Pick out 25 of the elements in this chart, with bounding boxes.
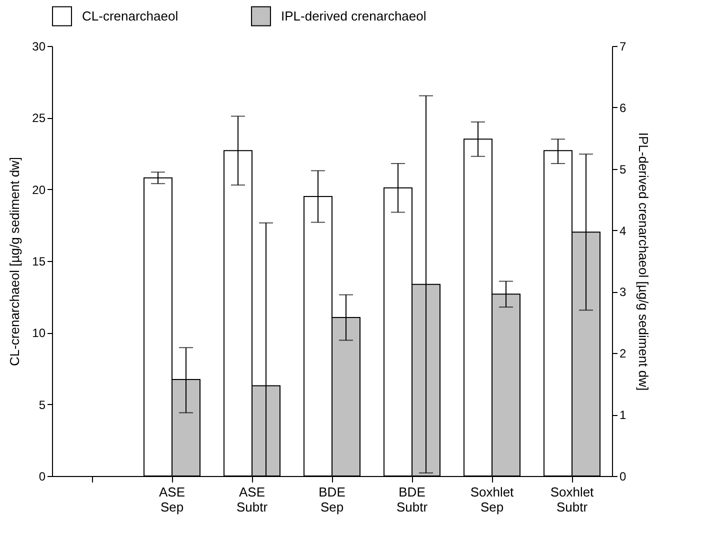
y2-tick-label: 1: [620, 408, 626, 422]
y2-axis-title: IPL-derived crenarchaeol [µg/g sediment dw]: [636, 132, 652, 391]
y-tick-label: 0: [38, 470, 46, 484]
y-tick-label: 5: [38, 398, 46, 412]
y-tick-label: 10: [32, 326, 46, 340]
y-tick-label: 15: [32, 254, 46, 268]
x-tick-label: BDE Subtr: [396, 484, 428, 514]
x-tick-label: ASE Subtr: [236, 484, 268, 514]
y2-tick-label: 3: [620, 285, 626, 300]
y-tick-label: 20: [32, 182, 46, 197]
x-tick-label: Soxhlet Subtr: [550, 484, 594, 514]
y-axis-title: CL-crenarchaeol [µg/g sediment dw]: [7, 156, 22, 366]
y2-tick-label: 2: [620, 346, 626, 361]
y-tick-label: 30: [32, 40, 46, 54]
y-tick-label: 25: [32, 111, 46, 126]
y2-tick-label: 4: [620, 224, 626, 238]
x-tick-label: Soxhlet Sep: [470, 484, 514, 514]
legend-label: CL-crenarchaeol: [82, 8, 178, 24]
y2-tick-label: 0: [620, 470, 626, 484]
x-tick-label: BDE Sep: [318, 484, 346, 514]
x-tick-label: ASE Sep: [158, 484, 186, 514]
legend-label: IPL-derived crenarchaeol: [281, 8, 426, 24]
y2-tick-label: 5: [620, 162, 626, 176]
y2-tick-label: 6: [620, 100, 626, 115]
y2-tick-label: 7: [620, 40, 626, 54]
